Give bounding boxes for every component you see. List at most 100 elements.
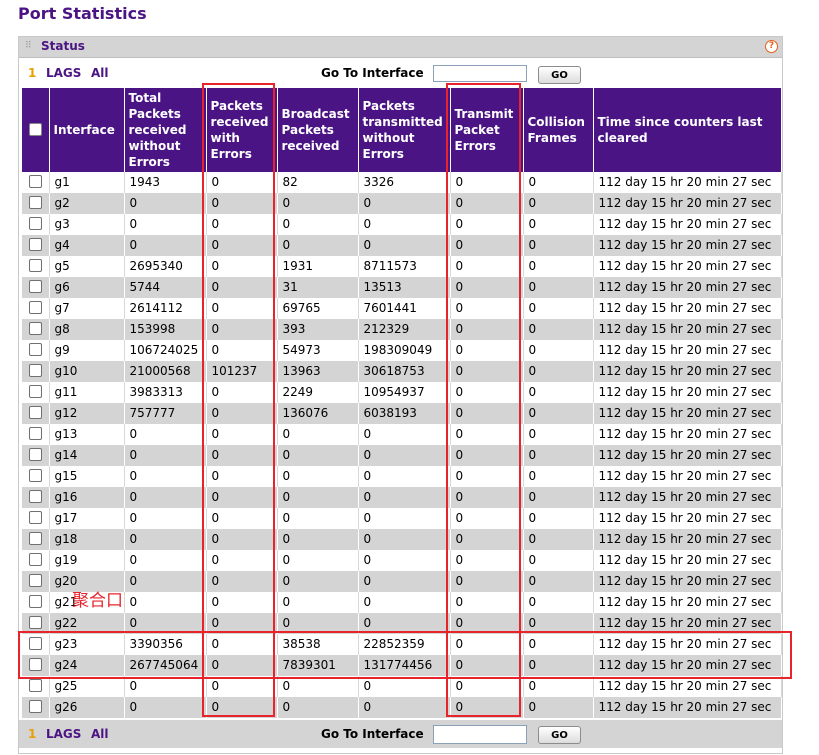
received-errors-cell: 0	[206, 697, 278, 718]
transmitted-cell: 8711573	[358, 256, 451, 277]
row-select-cell	[22, 214, 50, 235]
transmit-errors-cell: 0	[450, 277, 524, 298]
table-row: g25 0 0 0 0 0 0 112 day 15 hr 20 min 27 sec	[22, 676, 782, 697]
row-checkbox[interactable]	[28, 217, 42, 230]
go-button[interactable]: GO	[538, 66, 581, 84]
collision-cell: 0	[523, 424, 594, 445]
row-select-cell	[22, 361, 50, 382]
help-icon[interactable]: ?	[765, 40, 778, 53]
goto-interface-label-bottom: Go To Interface	[321, 727, 424, 741]
broadcast-cell: 0	[277, 445, 359, 466]
header-packets-transmitted[interactable]: Packets transmitted without Errors	[358, 88, 451, 172]
transmit-errors-cell: 0	[450, 424, 524, 445]
row-select-cell	[22, 340, 50, 361]
row-checkbox[interactable]	[28, 343, 42, 356]
header-broadcast-packets[interactable]: Broadcast Packets received	[277, 88, 359, 172]
drag-grip-icon[interactable]: ⠿	[25, 41, 32, 51]
lags-link[interactable]: LAGS	[46, 66, 82, 80]
broadcast-cell: 7839301	[277, 655, 359, 676]
time-cleared-cell: 112 day 15 hr 20 min 27 sec	[593, 319, 782, 340]
transmitted-cell: 30618753	[358, 361, 451, 382]
row-checkbox[interactable]	[28, 658, 42, 671]
table-row: g15 0 0 0 0 0 0 112 day 15 hr 20 min 27 sec	[22, 466, 782, 487]
row-checkbox[interactable]	[28, 427, 42, 440]
row-checkbox[interactable]	[28, 385, 42, 398]
total-received-cell: 0	[124, 466, 207, 487]
transmitted-cell: 3326	[358, 172, 451, 193]
goto-interface-input[interactable]	[433, 65, 527, 82]
goto-interface-input-bottom[interactable]	[433, 725, 527, 744]
time-cleared-cell: 112 day 15 hr 20 min 27 sec	[593, 550, 782, 571]
transmitted-cell: 0	[358, 487, 451, 508]
total-received-cell: 5744	[124, 277, 207, 298]
transmit-errors-cell: 0	[450, 613, 524, 634]
interface-cell: g7	[49, 298, 125, 319]
row-checkbox[interactable]	[28, 511, 42, 524]
row-checkbox[interactable]	[28, 406, 42, 419]
row-checkbox[interactable]	[28, 532, 42, 545]
row-checkbox[interactable]	[28, 637, 42, 650]
broadcast-cell: 54973	[277, 340, 359, 361]
broadcast-cell: 0	[277, 193, 359, 214]
header-packets-received-errors[interactable]: Packets received with Errors	[206, 88, 278, 172]
total-received-cell: 3390356	[124, 634, 207, 655]
transmitted-cell: 198309049	[358, 340, 451, 361]
transmitted-cell: 0	[358, 550, 451, 571]
row-checkbox[interactable]	[28, 469, 42, 482]
row-checkbox[interactable]	[28, 322, 42, 335]
interface-cell: g10	[49, 361, 125, 382]
broadcast-cell: 0	[277, 676, 359, 697]
header-interface[interactable]: Interface	[49, 88, 125, 172]
table-row: g23 3390356 0 38538 22852359 0 0 112 day 15 hr …	[22, 634, 782, 655]
transmitted-cell: 0	[358, 697, 451, 718]
collision-cell: 0	[523, 361, 594, 382]
transmitted-cell: 13513	[358, 277, 451, 298]
total-received-cell: 0	[124, 697, 207, 718]
row-checkbox[interactable]	[28, 238, 42, 251]
collision-cell: 0	[523, 634, 594, 655]
total-received-cell: 153998	[124, 319, 207, 340]
time-cleared-cell: 112 day 15 hr 20 min 27 sec	[593, 487, 782, 508]
row-checkbox[interactable]	[28, 574, 42, 587]
row-checkbox[interactable]	[28, 280, 42, 293]
transmit-errors-cell: 0	[450, 445, 524, 466]
header-total-packets-received[interactable]: Total Packets received without Errors	[124, 88, 207, 172]
select-all-checkbox[interactable]	[28, 123, 42, 136]
broadcast-cell: 0	[277, 214, 359, 235]
total-received-cell: 0	[124, 424, 207, 445]
table-body: g1 1943 0 82 3326 0 0 112 day 15 hr 20 min 27 s…	[22, 172, 782, 718]
row-checkbox[interactable]	[28, 448, 42, 461]
row-checkbox[interactable]	[28, 595, 42, 608]
page-number[interactable]: 1	[28, 66, 37, 80]
table-row: g16 0 0 0 0 0 0 112 day 15 hr 20 min 27 sec	[22, 487, 782, 508]
lags-link-bottom[interactable]: LAGS	[46, 727, 82, 741]
go-button-bottom[interactable]: GO	[538, 726, 581, 744]
row-checkbox[interactable]	[28, 490, 42, 503]
row-checkbox[interactable]	[28, 679, 42, 692]
row-checkbox[interactable]	[28, 301, 42, 314]
table-row: g4 0 0 0 0 0 0 112 day 15 hr 20 min 27 sec	[22, 235, 782, 256]
collision-cell: 0	[523, 697, 594, 718]
row-select-cell	[22, 655, 50, 676]
row-checkbox[interactable]	[28, 259, 42, 272]
transmitted-cell: 0	[358, 508, 451, 529]
header-transmit-packet-errors[interactable]: Transmit Packet Errors	[450, 88, 524, 172]
row-checkbox[interactable]	[28, 700, 42, 713]
row-checkbox[interactable]	[28, 616, 42, 629]
broadcast-cell: 0	[277, 235, 359, 256]
row-checkbox[interactable]	[28, 364, 42, 377]
page-number-bottom[interactable]: 1	[28, 727, 37, 741]
row-select-cell	[22, 508, 50, 529]
time-cleared-cell: 112 day 15 hr 20 min 27 sec	[593, 634, 782, 655]
all-link[interactable]: All	[91, 66, 109, 80]
header-collision-frames[interactable]: Collision Frames	[523, 88, 594, 172]
row-checkbox[interactable]	[28, 175, 42, 188]
row-checkbox[interactable]	[28, 553, 42, 566]
all-link-bottom[interactable]: All	[91, 727, 109, 741]
row-checkbox[interactable]	[28, 196, 42, 209]
transmitted-cell: 0	[358, 529, 451, 550]
header-time-since-cleared[interactable]: Time since counters last cleared	[593, 88, 782, 172]
interface-cell: g2	[49, 193, 125, 214]
time-cleared-cell: 112 day 15 hr 20 min 27 sec	[593, 466, 782, 487]
received-errors-cell: 0	[206, 634, 278, 655]
